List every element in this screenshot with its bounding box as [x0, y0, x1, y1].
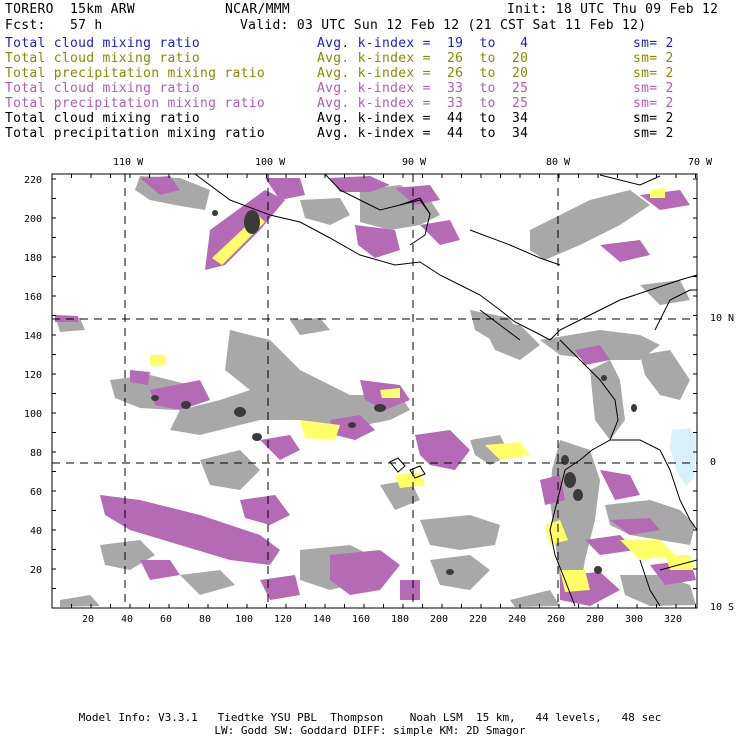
plot-frame [51, 173, 698, 609]
legend-kindex: Avg. k-index = 33 to 25 [317, 96, 529, 111]
legend-kindex: Avg. k-index = 26 to 20 [317, 51, 529, 66]
legend-field: Total cloud mixing ratio [5, 111, 201, 126]
legend-kindex: Avg. k-index = 33 to 25 [317, 81, 529, 96]
coastlines [194, 174, 697, 607]
legend-kindex: Avg. k-index = 44 to 34 [317, 126, 529, 141]
y-tick-label: 20 [30, 565, 43, 576]
cloud-fields [55, 176, 696, 607]
lat-label: 10 N [710, 313, 735, 324]
legend-sm: sm= 2 [633, 96, 674, 111]
init-time: Init: 18 UTC Thu 09 Feb 12 [507, 2, 719, 17]
x-tick-label: 140 [313, 614, 332, 625]
tick-marks [51, 174, 697, 609]
lon-label: 70 W [688, 157, 713, 168]
y-tick-label: 160 [24, 292, 43, 303]
x-tick-label: 300 [625, 614, 644, 625]
legend-sm: sm= 2 [633, 51, 674, 66]
y-tick-label: 120 [24, 370, 43, 381]
x-tick-label: 20 [82, 614, 95, 625]
legend-kindex: Avg. k-index = 26 to 20 [317, 66, 529, 81]
legend-row: Total precipitation mixing ratio Avg. k-… [5, 126, 735, 141]
legend-field: Total precipitation mixing ratio [5, 126, 266, 141]
legend-sm: sm= 2 [633, 66, 674, 81]
x-tick-label: 120 [274, 614, 293, 625]
model-info-line1: Model Info: V3.3.1 Tiedtke YSU PBL Thomp… [78, 711, 662, 724]
y-tick-label: 140 [24, 331, 43, 342]
x-tick-label: 200 [430, 614, 449, 625]
lon-label: 90 W [402, 157, 427, 168]
lon-label: 100 W [255, 157, 286, 168]
legend-field: Total cloud mixing ratio [5, 36, 201, 51]
legend-row: Total cloud mixing ratio Avg. k-index = … [5, 51, 735, 66]
lon-label: 80 W [546, 157, 571, 168]
x-tick-label: 100 [235, 614, 254, 625]
lat-label: 0 [710, 457, 717, 468]
legend-field: Total precipitation mixing ratio [5, 96, 266, 111]
x-tick-label: 80 [199, 614, 212, 625]
x-tick-label: 220 [469, 614, 488, 625]
y-tick-label: 80 [30, 448, 43, 459]
graticule [52, 174, 697, 608]
legend-kindex: Avg. k-index = 19 to 4 [317, 36, 529, 51]
y-tick-label: 180 [24, 253, 43, 264]
center-label: NCAR/MMM [225, 2, 291, 17]
forecast-hour: Fcst: 57 h [5, 18, 103, 33]
model-info-line2: LW: Godd SW: Goddard DIFF: simple KM: 2D… [214, 724, 526, 737]
legend-row: Total cloud mixing ratio Avg. k-index = … [5, 36, 735, 51]
legend-row: Total precipitation mixing ratio Avg. k-… [5, 66, 735, 81]
legend-field: Total cloud mixing ratio [5, 51, 201, 66]
legend-row: Total cloud mixing ratio Avg. k-index = … [5, 111, 735, 126]
legend-field: Total precipitation mixing ratio [5, 66, 266, 81]
legend-sm: sm= 2 [633, 111, 674, 126]
valid-time: Valid: 03 UTC Sun 12 Feb 12 (21 CST Sat … [240, 18, 647, 33]
legend-field: Total cloud mixing ratio [5, 81, 201, 96]
x-tick-label: 180 [391, 614, 410, 625]
x-tick-label: 240 [508, 614, 527, 625]
legend-kindex: Avg. k-index = 44 to 34 [317, 111, 529, 126]
x-tick-label: 60 [160, 614, 173, 625]
y-tick-label: 200 [24, 214, 43, 225]
dark-cloud-cores [151, 210, 637, 575]
legend-sm: sm= 2 [633, 126, 674, 141]
lat-label: 10 S [710, 602, 735, 613]
x-tick-label: 320 [664, 614, 683, 625]
x-tick-label: 260 [547, 614, 566, 625]
legend-row: Total precipitation mixing ratio Avg. k-… [5, 96, 735, 111]
light-blue-area [670, 428, 696, 486]
lon-label: 110 W [113, 157, 144, 168]
x-tick-label: 160 [352, 614, 371, 625]
legend-sm: sm= 2 [633, 36, 674, 51]
legend-row: Total cloud mixing ratio Avg. k-index = … [5, 81, 735, 96]
yellow-cloud-areas [150, 188, 695, 592]
x-tick-label: 40 [121, 614, 134, 625]
y-tick-label: 100 [24, 409, 43, 420]
y-tick-label: 40 [30, 526, 43, 537]
legend-sm: sm= 2 [633, 81, 674, 96]
y-tick-label: 60 [30, 487, 43, 498]
purple-cloud-areas [55, 176, 696, 606]
x-tick-label: 280 [586, 614, 605, 625]
y-tick-label: 220 [24, 175, 43, 186]
model-title: TORERO 15km ARW [5, 2, 136, 17]
